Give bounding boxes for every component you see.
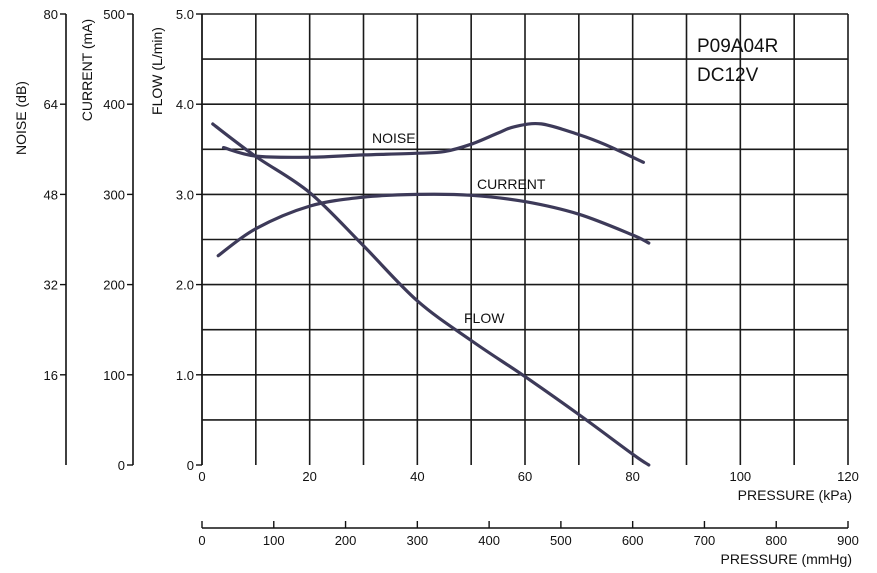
x2-tick-label-mmhg: 100 xyxy=(263,533,285,548)
y-tick-label-current: 500 xyxy=(103,7,125,22)
voltage-label: DC12V xyxy=(697,65,759,86)
y-tick-label-current: 400 xyxy=(103,97,125,112)
y-tick-label-current: 0 xyxy=(118,458,125,473)
x2-tick-label-mmhg: 200 xyxy=(335,533,357,548)
flow-curve xyxy=(211,122,651,467)
x2-tick-label-mmhg: 700 xyxy=(694,533,716,548)
x2-tick-label-mmhg: 500 xyxy=(550,533,572,548)
y-tick-label-noise: 48 xyxy=(44,187,58,202)
series-label-noise: NOISE xyxy=(372,130,416,146)
x2-tick-label-mmhg: 400 xyxy=(478,533,500,548)
y-tick-label-current: 300 xyxy=(103,187,125,202)
x-tick-label-kpa: 0 xyxy=(198,469,205,484)
y-tick-label-noise: 32 xyxy=(44,278,58,293)
x2-tick-label-mmhg: 600 xyxy=(622,533,644,548)
x-tick-label-kpa: 40 xyxy=(410,469,424,484)
x-axis-label-mmhg: PRESSURE (mmHg) xyxy=(721,551,852,567)
current-curve xyxy=(216,192,651,258)
x-axes-group: 0 20 40 60 80 100 120 0 100 200 300 400 500 600 700 800… xyxy=(198,469,858,548)
y-tick-label-flow: 3.0 xyxy=(176,187,194,202)
y-tick-label-noise: 64 xyxy=(44,97,58,112)
series-label-current: CURRENT xyxy=(477,176,546,192)
series-label-flow: FLOW xyxy=(464,310,505,326)
y-tick-label-flow: 1.0 xyxy=(176,368,194,383)
x-tick-label-kpa: 80 xyxy=(625,469,639,484)
y-tick-label-noise: 80 xyxy=(44,7,58,22)
y-tick-label-flow: 2.0 xyxy=(176,278,194,293)
chart-grid xyxy=(201,13,849,465)
x2-tick-label-mmhg: 900 xyxy=(837,533,859,548)
x2-tick-label-mmhg: 800 xyxy=(765,533,787,548)
noise-curve xyxy=(221,121,645,164)
y-axes-group: 0 1.0 2.0 3.0 4.0 5.0 0 100 200 300 400 500 16 32 48 64… xyxy=(44,7,202,473)
y-tick-label-flow: 0 xyxy=(187,458,194,473)
y-axis-label-current: CURRENT (mA) xyxy=(79,19,95,121)
x-tick-label-kpa: 120 xyxy=(837,469,859,484)
y-tick-label-noise: 16 xyxy=(44,368,58,383)
y-axis-label-noise: NOISE (dB) xyxy=(13,81,29,155)
x-tick-label-kpa: 100 xyxy=(729,469,751,484)
x-tick-label-kpa: 60 xyxy=(518,469,532,484)
y-tick-label-flow: 5.0 xyxy=(176,7,194,22)
x2-tick-label-mmhg: 300 xyxy=(406,533,428,548)
y-tick-label-current: 200 xyxy=(103,278,125,293)
y-axis-label-flow: FLOW (L/min) xyxy=(149,27,165,115)
series-group xyxy=(211,121,651,467)
y-tick-label-current: 100 xyxy=(103,368,125,383)
x2-tick-label-mmhg: 0 xyxy=(198,533,205,548)
x-tick-label-kpa: 20 xyxy=(302,469,316,484)
y-tick-label-flow: 4.0 xyxy=(176,97,194,112)
x-axis-label-kpa: PRESSURE (kPa) xyxy=(738,487,852,503)
model-label: P09A04R xyxy=(697,36,778,57)
